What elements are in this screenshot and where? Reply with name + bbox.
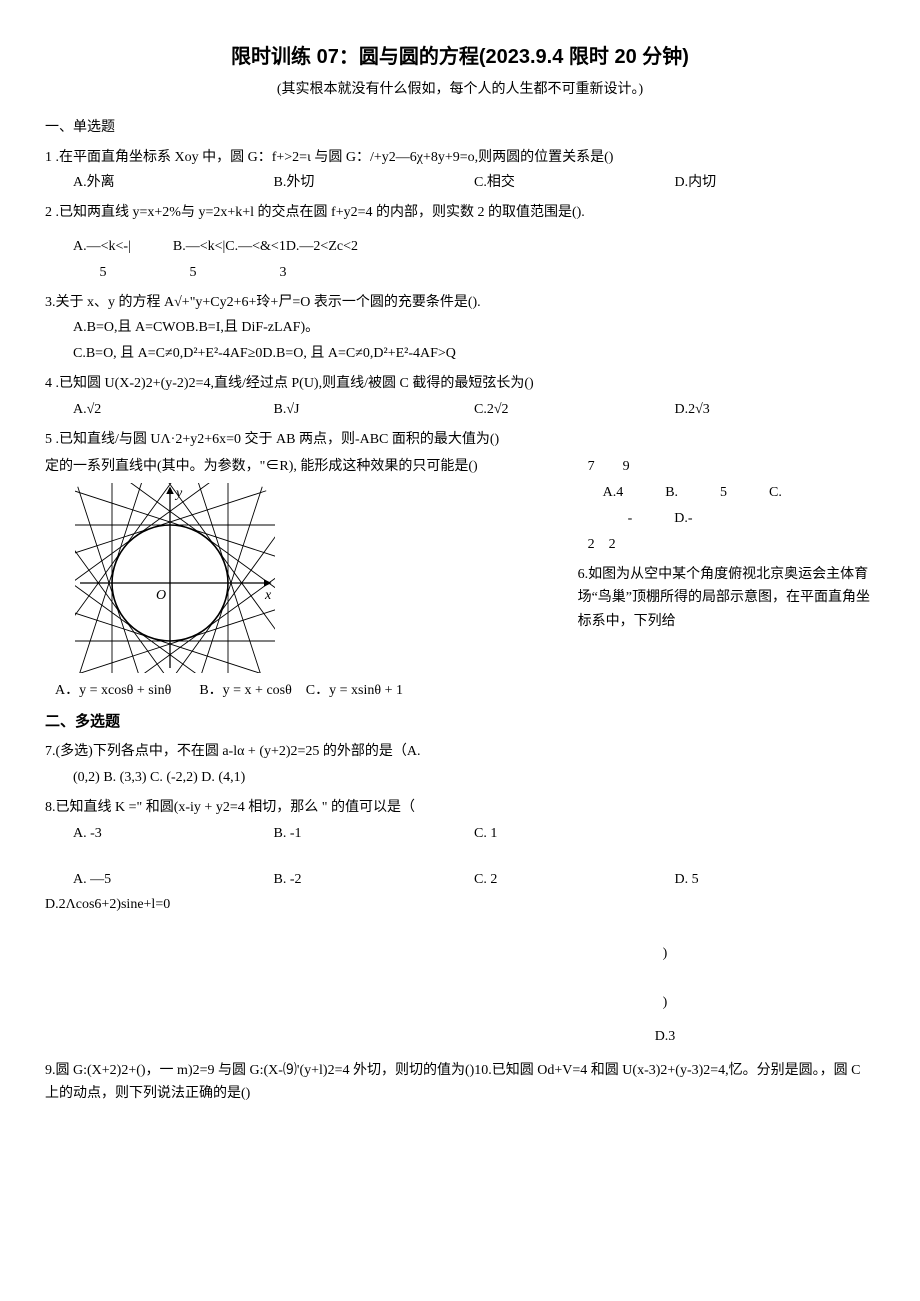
- q8-r2-d: D. 5: [675, 868, 876, 892]
- section-2-head: 二、多选题: [45, 709, 875, 735]
- q5-r-opts1: A.4 B. 5 C.: [578, 481, 875, 505]
- birdnest-figure: Ox y: [75, 483, 275, 673]
- svg-text:x: x: [264, 588, 272, 603]
- q9-text: 9.圆 G:(X+2)2+()，一 m)2=9 与圆 G:(X-⑼'(y+l)2…: [45, 1059, 875, 1107]
- q8-r1-d: [675, 822, 876, 846]
- q1-opt-d: D.内切: [675, 171, 876, 195]
- page-title: 限时训练 07：圆与圆的方程(2023.9.4 限时 20 分钟): [45, 40, 875, 74]
- q8-d3: D.3: [475, 1025, 875, 1049]
- q3-text: 3.关于 x、y 的方程 A√+"y+Cy2+6+玲+尸=O 表示一个圆的充要条…: [45, 291, 875, 315]
- question-1: 1 .在平面直角坐标系 Xoy 中，圆 G：f+>2=ι 与圆 G：/+y2—6…: [45, 146, 875, 196]
- q4-opt-a: A.√2: [73, 398, 274, 422]
- q3-line2: C.B=O, 且 A=C≠0,D²+E²-4AF≥0D.B=O, 且 A=C≠0…: [45, 342, 875, 366]
- q5-left-col: 定的一系列直线中(其中。为参数，"∈R), 能形成这种效果的只可能是() Ox y: [45, 453, 560, 677]
- q2-nums: 5 5 3: [45, 261, 875, 285]
- question-5: 5 .已知直线/与圆 UΛ·2+y2+6x=0 交于 AB 两点，则-ABC 面…: [45, 428, 875, 703]
- q7-line2: (0,2) B. (3,3) C. (-2,2) D. (4,1): [45, 766, 875, 790]
- svg-text:O: O: [156, 588, 166, 603]
- q7-line1: 7.(多选)下列各点中，不在圆 a-lα + (y+2)2=25 的外部的是（A…: [45, 740, 875, 764]
- q1-opt-b: B.外切: [274, 171, 475, 195]
- question-3: 3.关于 x、y 的方程 A√+"y+Cy2+6+玲+尸=O 表示一个圆的充要条…: [45, 291, 875, 366]
- q6-fig-options: A．y = xcosθ + sinθ B．y = x + cosθ C．y = …: [45, 679, 875, 703]
- q5-two-col: 定的一系列直线中(其中。为参数，"∈R), 能形成这种效果的只可能是() Ox y…: [45, 453, 875, 677]
- q8-opts-row2: A. —5 B. -2 C. 2 D. 5: [45, 868, 875, 892]
- q1-text: 1 .在平面直角坐标系 Xoy 中，圆 G：f+>2=ι 与圆 G：/+y2—6…: [45, 146, 875, 170]
- q5-r-nums: 7 9: [578, 455, 875, 479]
- question-8: 8.已知直线 K =" 和圆(x-iy + y2=4 相切，那么 " 的值可以是…: [45, 796, 875, 1049]
- q8-r2-c: C. 2: [474, 868, 675, 892]
- page-subtitle: (其实根本就没有什么假如，每个人的人生都不可重新设计。): [45, 78, 875, 102]
- q2-num-c: 3: [253, 261, 313, 285]
- q4-opt-b: B.√J: [274, 398, 475, 422]
- question-2: 2 .已知两直线 y=x+2%与 y=2x+k+l 的交点在圆 f+y2=4 的…: [45, 201, 875, 284]
- question-4: 4 .已知圆 U(X-2)2+(y-2)2=4,直线/经过点 P(U),则直线/…: [45, 372, 875, 422]
- q5-r-opts2: - D.-: [578, 507, 875, 531]
- q8-r1-a: A. -3: [73, 822, 274, 846]
- q8-opts-row1: A. -3 B. -1 C. 1: [45, 822, 875, 846]
- q8-paren1: ): [475, 942, 875, 966]
- q8-r1-c: C. 1: [474, 822, 675, 846]
- q5-right-col: 7 9 A.4 B. 5 C. - D.- 2 2 6.如图为从空中某个角度俯视…: [578, 453, 875, 677]
- q2-options-line: A.—<k<-| B.—<k<|C.—<&<1D.—2<Zc<2: [45, 235, 875, 259]
- q1-opt-a: A.外离: [73, 171, 274, 195]
- q5-r-nums2: 2 2: [578, 533, 875, 557]
- svg-text:y: y: [174, 486, 183, 501]
- q5-text2: 定的一系列直线中(其中。为参数，"∈R), 能形成这种效果的只可能是(): [45, 455, 560, 479]
- q2-text: 2 .已知两直线 y=x+2%与 y=2x+k+l 的交点在圆 f+y2=4 的…: [45, 201, 875, 225]
- q8-r2-a: A. —5: [73, 868, 274, 892]
- q4-opt-d: D.2√3: [675, 398, 876, 422]
- q6-text: 6.如图为从空中某个角度俯视北京奥运会主体育场“鸟巢”顶棚所得的局部示意图，在平…: [578, 563, 875, 634]
- q4-options: A.√2 B.√J C.2√2 D.2√3: [45, 398, 875, 422]
- q8-r1-b: B. -1: [274, 822, 475, 846]
- q3-line1: A.B=O,且 A=CWOB.B=I,且 DiF-zLAF)。: [45, 316, 875, 340]
- q8-r2-b: B. -2: [274, 868, 475, 892]
- q2-num-a: 5: [73, 261, 133, 285]
- q5-text: 5 .已知直线/与圆 UΛ·2+y2+6x=0 交于 AB 两点，则-ABC 面…: [45, 428, 875, 452]
- q2-num-b: 5: [133, 261, 253, 285]
- q4-text: 4 .已知圆 U(X-2)2+(y-2)2=4,直线/经过点 P(U),则直线/…: [45, 372, 875, 396]
- question-9-10: 9.圆 G:(X+2)2+()，一 m)2=9 与圆 G:(X-⑼'(y+l)2…: [45, 1059, 875, 1107]
- question-7: 7.(多选)下列各点中，不在圆 a-lα + (y+2)2=25 的外部的是（A…: [45, 740, 875, 790]
- q1-options: A.外离 B.外切 C.相交 D.内切: [45, 171, 875, 195]
- q1-opt-c: C.相交: [474, 171, 675, 195]
- birdnest-svg: Ox y: [75, 483, 275, 673]
- q8-text: 8.已知直线 K =" 和圆(x-iy + y2=4 相切，那么 " 的值可以是…: [45, 796, 875, 820]
- q8-line3: D.2Λcos6+2)sine+l=0: [45, 893, 875, 917]
- q4-opt-c: C.2√2: [474, 398, 675, 422]
- section-1-head: 一、单选题: [45, 116, 875, 140]
- q8-paren2: ): [475, 991, 875, 1015]
